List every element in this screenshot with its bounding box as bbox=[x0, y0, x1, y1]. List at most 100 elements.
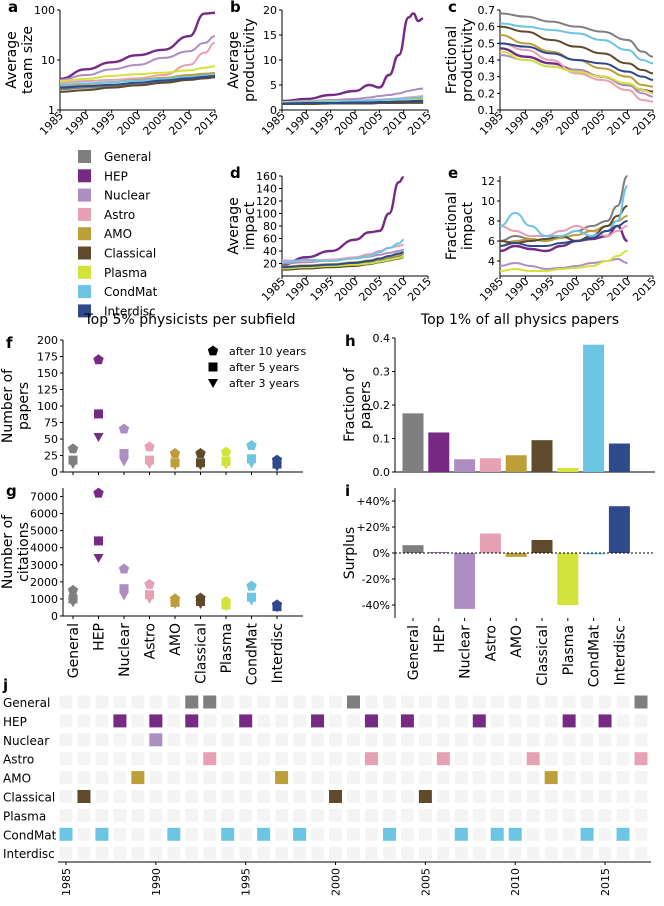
bar-i-interdisc bbox=[608, 506, 630, 553]
heatmap-cell-hep-2002 bbox=[364, 714, 378, 728]
heatmap-empty-cell bbox=[113, 733, 127, 747]
heatmap-row-label-amo: AMO bbox=[3, 772, 31, 786]
heatmap-empty-cell bbox=[167, 808, 181, 822]
heatmap-empty-cell bbox=[562, 808, 576, 822]
bar-i-general bbox=[402, 545, 424, 553]
marker-f-nuclear-square bbox=[119, 449, 129, 459]
heatmap-empty-cell bbox=[203, 808, 217, 822]
series-line-b-interdisc bbox=[281, 99, 424, 105]
heatmap-empty-cell bbox=[418, 771, 432, 785]
x-tick-label-c: 2005 bbox=[579, 109, 608, 138]
y-tick-label-e: 8 bbox=[488, 215, 495, 228]
heatmap-empty-cell bbox=[454, 790, 468, 803]
heatmap-empty-cell bbox=[508, 714, 522, 728]
panel-label-c: c bbox=[448, 0, 457, 16]
bar-i-amo bbox=[505, 553, 527, 557]
heatmap-empty-cell bbox=[167, 846, 181, 860]
heatmap-empty-cell bbox=[95, 790, 109, 803]
panel-label-a: a bbox=[8, 0, 18, 16]
marker-f-classical-pentagon bbox=[195, 448, 206, 458]
heatmap-cell-general-1992 bbox=[185, 695, 199, 709]
panel-i: i Surplus -40% -20% 0% +20% +40% General HEP Nucl… bbox=[342, 482, 655, 687]
heatmap-empty-cell bbox=[364, 827, 378, 841]
heatmap-empty-cell bbox=[598, 790, 612, 803]
y-tick-label-i: -20% bbox=[362, 573, 390, 586]
y-tick-label-f: 0 bbox=[51, 466, 58, 479]
heatmap-empty-cell bbox=[239, 733, 253, 747]
y-tick-label-f: 25 bbox=[44, 450, 58, 463]
heatmap-empty-cell bbox=[634, 808, 648, 822]
heatmap-empty-cell bbox=[347, 714, 360, 728]
heatmap-empty-cell bbox=[275, 808, 289, 822]
marker-f-plasma-triangle bbox=[221, 460, 231, 470]
heatmap-empty-cell bbox=[311, 733, 325, 747]
heatmap-empty-cell bbox=[454, 846, 468, 860]
panel-label-h: h bbox=[345, 332, 356, 350]
heatmap-empty-cell bbox=[526, 771, 540, 785]
marker-f-plasma-pentagon bbox=[220, 446, 232, 457]
heatmap-empty-cell bbox=[526, 790, 540, 803]
marker-g-general-pentagon bbox=[67, 584, 79, 595]
x-tick-label-a: 1995 bbox=[89, 109, 118, 138]
x-category-label-hep: HEP bbox=[92, 623, 108, 651]
heatmap-empty-cell bbox=[239, 771, 253, 785]
x-category-label-i-plasma: Plasma bbox=[561, 625, 577, 675]
heatmap-cell-nuclear-1990 bbox=[149, 733, 163, 747]
heatmap-empty-cell bbox=[526, 827, 540, 841]
x-tick-label-c: 1995 bbox=[528, 109, 557, 138]
bar-h-amo bbox=[505, 455, 527, 472]
legend-swatch-astro bbox=[78, 207, 91, 221]
marker-g-condmat-triangle bbox=[246, 596, 257, 606]
x-category-labels-fg: General HEP Nuclear Astro AMO Classical Plasma… bbox=[66, 622, 286, 685]
y-tick-label-c: 0.5 bbox=[478, 37, 496, 50]
y-tick-label-f: 125 bbox=[37, 384, 58, 397]
series-line-b-condmat bbox=[281, 96, 424, 104]
heatmap-empty-cell bbox=[580, 771, 594, 785]
heatmap-empty-cell bbox=[131, 808, 145, 822]
heatmap-empty-cell bbox=[400, 752, 414, 766]
bar-h-nuclear bbox=[454, 459, 476, 472]
x-tick-label-b: 2010 bbox=[381, 109, 410, 138]
y-tick-label-d: 100 bbox=[256, 208, 277, 221]
heatmap-empty-cell bbox=[113, 846, 127, 860]
heatmap-empty-cell bbox=[293, 790, 307, 803]
heatmap-empty-cell bbox=[472, 846, 486, 860]
y-tick-label-f: 75 bbox=[44, 417, 58, 430]
y-axis-label-d: impact bbox=[242, 201, 258, 250]
heatmap-empty-cell bbox=[400, 827, 414, 841]
marker-legend-label: after 10 years bbox=[229, 345, 307, 358]
heatmap-empty-cell bbox=[616, 733, 630, 747]
heatmap-empty-cell bbox=[436, 714, 450, 728]
marker-g-general-triangle bbox=[68, 598, 78, 608]
heatmap-empty-cell bbox=[185, 733, 199, 747]
heatmap-cell-astro-2002 bbox=[364, 752, 378, 766]
series-line-c-general bbox=[499, 12, 654, 58]
marker-legend-symbol-pentagon bbox=[207, 345, 219, 356]
marker-f-hep-triangle bbox=[93, 433, 104, 443]
heatmap-empty-cell bbox=[149, 771, 163, 785]
heatmap-empty-cell bbox=[329, 695, 343, 709]
heatmap-empty-cell bbox=[59, 695, 73, 709]
heatmap-empty-cell bbox=[203, 771, 217, 785]
y-tick-label-e: 12 bbox=[481, 175, 495, 188]
heatmap-empty-cell bbox=[580, 808, 594, 822]
x-category-label-i-astro: Astro bbox=[483, 625, 499, 661]
heatmap-empty-cell bbox=[490, 752, 504, 766]
series-line-d-plasma bbox=[281, 255, 404, 270]
heatmap-empty-cell bbox=[77, 752, 91, 766]
heatmap-empty-cell bbox=[167, 790, 181, 803]
marker-f-nuclear-pentagon bbox=[118, 423, 130, 434]
heatmap-empty-cell bbox=[95, 733, 109, 747]
heatmap-empty-cell bbox=[329, 752, 343, 766]
heatmap-empty-cell bbox=[544, 827, 558, 841]
x-category-label-i-condmat: CondMat bbox=[587, 624, 603, 687]
panel-g: g Number of citations 0 1000 2000 3000 4000 5000… bbox=[0, 482, 303, 623]
heatmap-empty-cell bbox=[59, 714, 73, 728]
heatmap-cell-condmat-2010 bbox=[508, 827, 522, 841]
x-tick-label-e: 1995 bbox=[528, 275, 557, 304]
y-tick-label-g: 7000 bbox=[30, 491, 58, 504]
x-tick-label-d: 1985 bbox=[259, 275, 288, 304]
x-tick-label-j: 2015 bbox=[599, 868, 612, 896]
heatmap-empty-cell bbox=[113, 695, 127, 709]
